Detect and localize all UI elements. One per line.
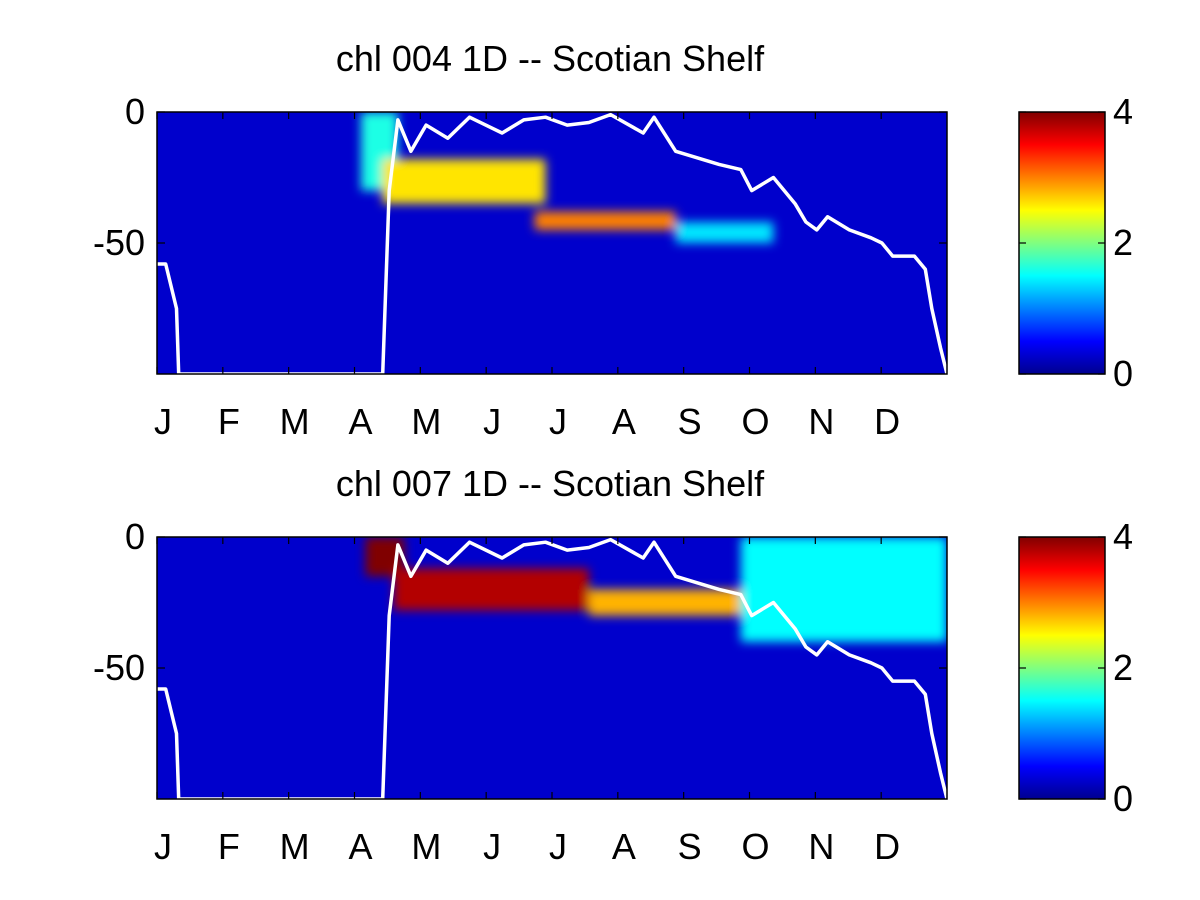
x-tick-label: A <box>348 401 372 442</box>
colorbar-gradient <box>1018 111 1106 375</box>
x-tick-label: A <box>348 826 372 867</box>
x-tick-label: M <box>411 826 441 867</box>
y-tick-label: 0 <box>125 91 145 132</box>
y-tick-label: -50 <box>93 647 145 688</box>
x-tick-label: J <box>549 826 567 867</box>
x-tick-label: D <box>874 401 900 442</box>
colorbar-tick-label: 2 <box>1113 647 1133 688</box>
heatmap-cell <box>393 568 589 611</box>
colorbar-gradient <box>1018 536 1106 800</box>
colorbar-tick-label: 0 <box>1113 353 1133 394</box>
heatmap-features <box>361 112 774 243</box>
plot-area <box>157 537 947 799</box>
heatmap-features <box>365 537 947 642</box>
chart-title: chl 007 1D -- Scotian Shelf <box>336 463 765 504</box>
x-tick-label: S <box>678 401 702 442</box>
x-tick-label: J <box>549 401 567 442</box>
x-tick-label: D <box>874 826 900 867</box>
colorbar: 0 2 4 <box>1018 91 1133 394</box>
x-tick-label: O <box>741 401 769 442</box>
mixed-layer-line <box>157 112 947 374</box>
heatmap-background <box>157 112 947 374</box>
y-tick-label: -50 <box>93 222 145 263</box>
x-tick-label: M <box>280 401 310 442</box>
x-tick-label: F <box>218 826 240 867</box>
x-tick-label: M <box>411 401 441 442</box>
x-tick-label: F <box>218 401 240 442</box>
heatmap-cell <box>588 589 741 616</box>
colorbar-tick-label: 0 <box>1113 778 1133 819</box>
heatmap-cell <box>382 159 546 204</box>
colorbar-tick-label: 4 <box>1113 516 1133 557</box>
heatmap-cell <box>534 211 676 230</box>
x-tick-label: O <box>741 826 769 867</box>
y-tick-label: 0 <box>125 516 145 557</box>
chart-title: chl 004 1D -- Scotian Shelf <box>336 38 765 79</box>
heatmap-cell <box>740 537 947 642</box>
x-tick-label: J <box>483 401 501 442</box>
colorbar-tick-label: 2 <box>1113 222 1133 263</box>
x-tick-label: J <box>154 401 172 442</box>
x-tick-label: J <box>483 826 501 867</box>
mixed-layer-line <box>157 537 947 799</box>
x-tick-label: A <box>612 401 636 442</box>
x-tick-label: J <box>154 826 172 867</box>
x-tick-label: S <box>678 826 702 867</box>
y-axis: 0 -50 <box>93 91 947 263</box>
colorbar: 0 2 4 <box>1018 516 1133 819</box>
x-tick-label: N <box>808 826 834 867</box>
y-axis: 0 -50 <box>93 516 947 688</box>
x-tick-label: A <box>612 826 636 867</box>
heatmap-cell <box>675 222 774 243</box>
x-tick-label: M <box>280 826 310 867</box>
plot-area <box>157 112 947 374</box>
x-tick-label: N <box>808 401 834 442</box>
colorbar-tick-label: 4 <box>1113 91 1133 132</box>
